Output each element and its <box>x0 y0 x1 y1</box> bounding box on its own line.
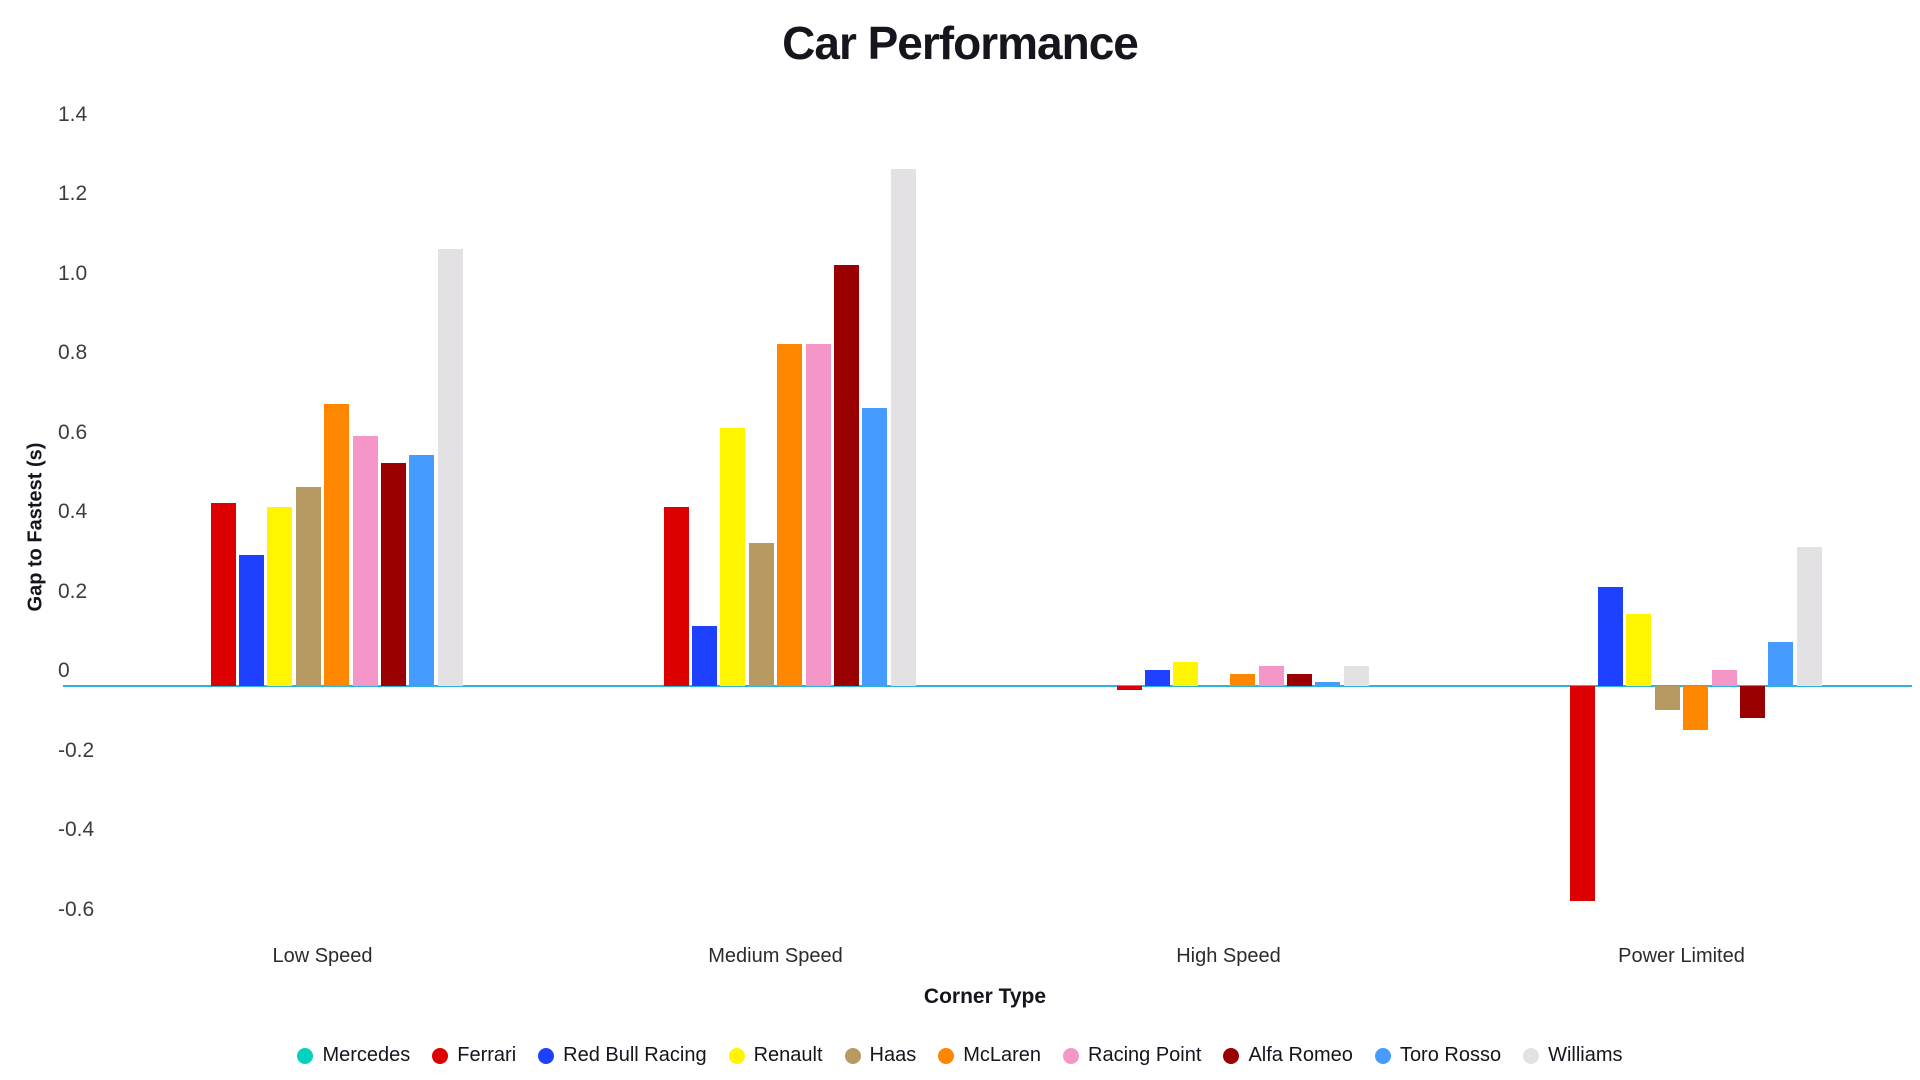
bar-ferrari-medium-speed[interactable] <box>663 507 689 686</box>
legend-item-renault[interactable]: Renault <box>728 1044 823 1067</box>
legend-label-racing-point: Racing Point <box>1088 1044 1202 1066</box>
bar-red-bull-racing-power-limited[interactable] <box>1598 586 1623 686</box>
legend-label-haas: Haas <box>869 1044 917 1066</box>
y-axis-title: Gap to Fastest (s) <box>24 442 47 612</box>
bar-racing-point-low-speed[interactable] <box>352 435 378 686</box>
legend-marker-racing-point <box>1063 1047 1080 1064</box>
bar-alfa-romeo-high-speed[interactable] <box>1287 674 1312 686</box>
zero-line <box>63 685 1912 687</box>
bar-red-bull-racing-high-speed[interactable] <box>1145 670 1170 686</box>
bar-renault-high-speed[interactable] <box>1173 662 1199 686</box>
bar-renault-medium-speed[interactable] <box>720 427 746 686</box>
bar-mclaren-low-speed[interactable] <box>324 403 350 686</box>
bar-williams-power-limited[interactable] <box>1796 546 1822 686</box>
legend-marker-ferrari <box>432 1047 449 1064</box>
bar-toro-rosso-power-limited[interactable] <box>1768 642 1794 686</box>
bar-williams-medium-speed[interactable] <box>890 169 916 686</box>
legend-item-alfa-romeo[interactable]: Alfa Romeo <box>1223 1044 1353 1067</box>
y-tick-label-0.4: 0.4 <box>58 500 88 523</box>
x-tick-label-power-limited: Power Limited <box>1618 945 1745 967</box>
bar-toro-rosso-low-speed[interactable] <box>409 455 435 686</box>
y-tick-label-0.8: 0.8 <box>58 341 88 364</box>
legend-marker-alfa-romeo <box>1223 1047 1240 1064</box>
bar-mclaren-high-speed[interactable] <box>1230 674 1256 686</box>
y-tick-label-0: 0 <box>58 659 70 682</box>
bar-red-bull-racing-low-speed[interactable] <box>239 554 264 686</box>
chart-title: Car Performance <box>782 17 1139 69</box>
bar-racing-point-high-speed[interactable] <box>1258 666 1284 686</box>
legend-item-williams[interactable]: Williams <box>1523 1044 1623 1067</box>
bar-haas-power-limited[interactable] <box>1654 686 1680 710</box>
legend-marker-toro-rosso <box>1374 1047 1391 1064</box>
legend-marker-renault <box>728 1047 745 1064</box>
legend-marker-williams <box>1523 1047 1540 1064</box>
legend-item-toro-rosso[interactable]: Toro Rosso <box>1374 1044 1502 1067</box>
legend-marker-mercedes <box>297 1047 314 1064</box>
bar-alfa-romeo-power-limited[interactable] <box>1740 686 1765 718</box>
y-tick-label--0.6: -0.6 <box>58 897 95 921</box>
bar-williams-high-speed[interactable] <box>1343 666 1369 686</box>
bar-racing-point-medium-speed[interactable] <box>805 344 831 686</box>
legend-label-ferrari: Ferrari <box>457 1044 517 1066</box>
legend-item-racing-point[interactable]: Racing Point <box>1063 1044 1201 1067</box>
legend-marker-red-bull-racing <box>538 1047 555 1064</box>
legend-item-red-bull-racing[interactable]: Red Bull Racing <box>538 1044 707 1067</box>
y-tick-label--0.2: -0.2 <box>58 738 95 762</box>
y-tick-label-0.6: 0.6 <box>58 420 88 444</box>
bar-ferrari-low-speed[interactable] <box>210 503 236 686</box>
legend-item-ferrari[interactable]: Ferrari <box>432 1044 516 1067</box>
y-tick-label-1.0: 1.0 <box>58 261 88 285</box>
legend-label-mclaren: McLaren <box>963 1044 1042 1066</box>
legend: Mercedes Ferrari Red Bull Racing Renault Haa… <box>0 1044 1920 1067</box>
y-tick-label-0.2: 0.2 <box>58 579 88 603</box>
bar-haas-medium-speed[interactable] <box>748 542 774 686</box>
bar-racing-point-power-limited[interactable] <box>1711 670 1737 686</box>
bar-mclaren-power-limited[interactable] <box>1683 686 1709 730</box>
bar-toro-rosso-medium-speed[interactable] <box>862 407 888 686</box>
legend-label-mercedes: Mercedes <box>322 1044 411 1066</box>
legend-item-mclaren[interactable]: McLaren <box>938 1044 1041 1067</box>
bar-renault-power-limited[interactable] <box>1626 614 1652 686</box>
legend-marker-haas <box>844 1047 861 1064</box>
legend-label-red-bull-racing: Red Bull Racing <box>563 1044 707 1066</box>
y-tick-label-1.4: 1.4 <box>58 102 88 126</box>
bar-red-bull-racing-medium-speed[interactable] <box>692 626 717 686</box>
legend-label-toro-rosso: Toro Rosso <box>1399 1044 1502 1066</box>
legend-item-mercedes[interactable]: Mercedes <box>297 1044 410 1067</box>
bar-alfa-romeo-medium-speed[interactable] <box>834 264 859 686</box>
legend-item-haas[interactable]: Haas <box>844 1044 917 1067</box>
x-tick-label-low-speed: Low Speed <box>272 945 373 967</box>
legend-label-alfa-romeo: Alfa Romeo <box>1248 1044 1353 1066</box>
bar-ferrari-power-limited[interactable] <box>1569 686 1595 901</box>
x-tick-label-medium-speed: Medium Speed <box>708 945 843 967</box>
bar-haas-low-speed[interactable] <box>295 487 321 686</box>
bar-alfa-romeo-low-speed[interactable] <box>381 463 406 686</box>
x-axis-title: Corner Type <box>923 985 1047 1008</box>
bar-williams-low-speed[interactable] <box>437 248 463 686</box>
bar-renault-low-speed[interactable] <box>267 507 293 686</box>
x-tick-label-high-speed: High Speed <box>1176 945 1281 967</box>
bar-mclaren-medium-speed[interactable] <box>777 344 803 686</box>
legend-label-williams: Williams <box>1548 1044 1623 1066</box>
bar-toro-rosso-high-speed[interactable] <box>1315 682 1341 686</box>
bar-ferrari-high-speed[interactable] <box>1116 686 1142 690</box>
y-tick-label-1.2: 1.2 <box>58 182 88 205</box>
y-tick-label--0.4: -0.4 <box>58 818 95 841</box>
legend-marker-mclaren <box>938 1047 955 1064</box>
legend-label-renault: Renault <box>753 1044 823 1066</box>
